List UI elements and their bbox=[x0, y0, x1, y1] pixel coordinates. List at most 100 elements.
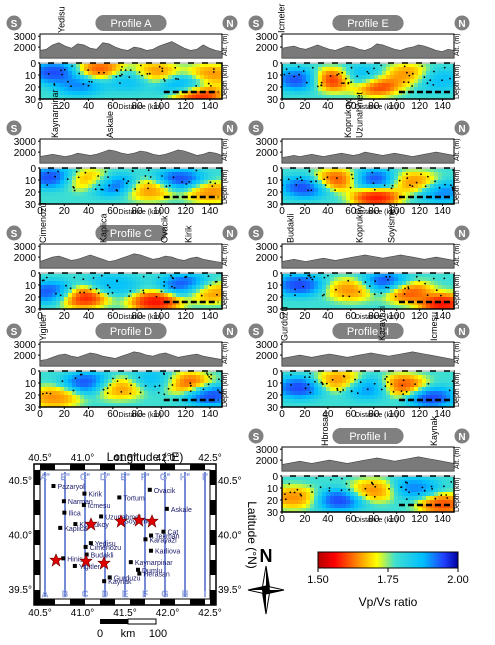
velocity-cell bbox=[394, 83, 399, 88]
scale-bar-black bbox=[100, 619, 128, 624]
velocity-cell bbox=[422, 285, 427, 290]
velocity-cell bbox=[350, 391, 355, 396]
velocity-cell bbox=[286, 192, 291, 197]
velocity-cell bbox=[120, 391, 125, 396]
velocity-cell bbox=[282, 63, 287, 68]
velocity-cell bbox=[104, 403, 109, 408]
velocity-cell bbox=[342, 285, 347, 290]
velocity-cell bbox=[318, 508, 323, 513]
hypocenter-dot bbox=[404, 287, 406, 290]
velocity-cell bbox=[374, 273, 379, 278]
velocity-cell bbox=[434, 403, 439, 408]
velocity-cell bbox=[442, 383, 447, 388]
velocity-cell bbox=[442, 184, 447, 189]
velocity-cell bbox=[76, 184, 81, 189]
velocity-cell bbox=[48, 196, 53, 201]
velocity-cell bbox=[100, 168, 105, 173]
station-marker bbox=[84, 552, 89, 557]
velocity-cell bbox=[200, 71, 205, 76]
velocity-cell bbox=[302, 184, 307, 189]
velocity-cell bbox=[446, 63, 451, 68]
velocity-cell bbox=[430, 476, 435, 481]
velocity-cell bbox=[430, 488, 435, 493]
hypocenter-dot bbox=[387, 279, 389, 281]
velocity-cell bbox=[72, 305, 77, 310]
velocity-cell bbox=[338, 168, 343, 173]
velocity-cells bbox=[282, 273, 455, 310]
velocity-cell bbox=[48, 75, 53, 80]
distance-tick: 80 bbox=[132, 409, 144, 420]
velocity-cell bbox=[64, 403, 69, 408]
velocity-cell bbox=[152, 95, 157, 100]
distance-axis-label: Distance (km) bbox=[355, 209, 398, 216]
velocity-cell bbox=[216, 273, 221, 278]
velocity-cell bbox=[68, 281, 73, 286]
velocity-cell bbox=[414, 273, 419, 278]
velocity-cell bbox=[402, 403, 407, 408]
depth-tick: 10 bbox=[267, 71, 279, 82]
velocity-cell bbox=[306, 379, 311, 384]
distance-tick: 60 bbox=[345, 409, 357, 420]
velocity-cell bbox=[294, 281, 299, 286]
velocity-cell bbox=[294, 379, 299, 384]
distance-axis-label: Distance (km) bbox=[355, 517, 398, 524]
velocity-cell bbox=[72, 184, 77, 189]
velocity-cell bbox=[176, 387, 181, 392]
velocity-cell bbox=[310, 399, 315, 404]
velocity-cell bbox=[220, 63, 223, 68]
velocity-cell bbox=[204, 91, 209, 96]
velocity-cell bbox=[318, 200, 323, 205]
velocity-cell bbox=[402, 508, 407, 513]
velocity-cell bbox=[414, 488, 419, 493]
hypocenter-dot bbox=[294, 294, 296, 297]
hypocenter-dot bbox=[295, 184, 298, 186]
hypocenters bbox=[284, 477, 453, 501]
velocity-cell bbox=[152, 281, 157, 286]
velocity-cell bbox=[366, 403, 371, 408]
velocity-cell bbox=[374, 383, 379, 388]
velocity-cell bbox=[180, 192, 185, 197]
velocity-cell bbox=[370, 500, 375, 505]
velocity-cell bbox=[298, 196, 303, 201]
velocity-cell bbox=[382, 184, 387, 189]
velocity-cell bbox=[192, 277, 197, 282]
velocity-cell bbox=[76, 399, 81, 404]
velocity-cell bbox=[438, 391, 443, 396]
velocity-cell bbox=[382, 168, 387, 173]
velocity-cell bbox=[132, 79, 137, 84]
hypocenter-dot bbox=[121, 66, 123, 68]
velocity-cell bbox=[124, 79, 129, 84]
velocity-cell bbox=[52, 395, 57, 400]
hypocenter-dot bbox=[175, 77, 177, 80]
velocity-cell bbox=[366, 168, 371, 173]
velocity-cell bbox=[418, 281, 423, 286]
velocity-cell bbox=[112, 79, 117, 84]
velocity-cell bbox=[76, 95, 81, 100]
velocity-cell bbox=[326, 488, 331, 493]
velocity-cell bbox=[390, 188, 395, 193]
velocity-cell bbox=[298, 277, 303, 282]
velocity-cell bbox=[394, 387, 399, 392]
velocity-cell bbox=[438, 192, 443, 197]
velocity-cell bbox=[370, 168, 375, 173]
velocity-cell bbox=[434, 67, 439, 72]
velocity-cell bbox=[330, 184, 335, 189]
velocity-cell bbox=[430, 285, 435, 290]
hypocenter-dot bbox=[100, 274, 103, 277]
velocity-cell bbox=[48, 387, 53, 392]
velocity-cell bbox=[100, 87, 105, 92]
velocity-cell bbox=[334, 71, 339, 76]
velocity-cell bbox=[402, 71, 407, 76]
velocity-cell bbox=[116, 172, 121, 177]
velocity-cell bbox=[188, 391, 193, 396]
velocity-cell bbox=[402, 180, 407, 185]
velocity-cell bbox=[92, 172, 97, 177]
hypocenter-dot bbox=[288, 72, 291, 75]
velocity-cell bbox=[132, 285, 137, 290]
hypocenter-dot bbox=[285, 68, 288, 71]
velocity-cell bbox=[330, 176, 335, 181]
city-label: Kaynak bbox=[108, 579, 132, 586]
velocity-cell bbox=[346, 289, 351, 294]
hypocenter-dot bbox=[144, 385, 147, 387]
velocity-cell bbox=[84, 379, 89, 384]
